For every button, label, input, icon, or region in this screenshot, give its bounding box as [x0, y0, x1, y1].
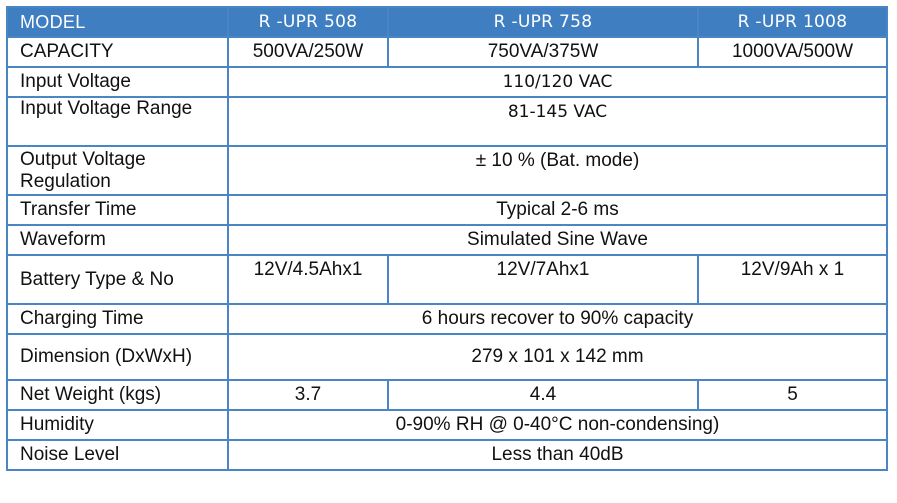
table-row-input-voltage-range: Input Voltage Range 81-145 VAC: [6, 96, 888, 147]
model-header-758: R -UPR 758: [387, 6, 699, 38]
row-label: Output Voltage Regulation: [6, 145, 229, 196]
row-label: Net Weight (kgs): [6, 379, 229, 411]
humidity-value: 0-90% RH @ 0-40°C non-condensing): [227, 409, 888, 441]
row-label: Humidity: [6, 409, 229, 441]
table-row-input-voltage: Input Voltage 110/120 VAC: [6, 66, 888, 98]
table-row-battery: Battery Type & No 12V/4.5Ahx1 12V/7Ahx1 …: [6, 254, 888, 305]
row-label: Input Voltage: [6, 66, 229, 98]
table-body: CAPACITY 500VA/250W 750VA/375W 1000VA/50…: [6, 36, 888, 471]
table-row-waveform: Waveform Simulated Sine Wave: [6, 224, 888, 256]
table-row-output-voltage-regulation: Output Voltage Regulation ± 10 % (Bat. m…: [6, 145, 888, 196]
header-row: MODEL R -UPR 508 R -UPR 758 R -UPR 1008: [6, 6, 888, 38]
table-header: MODEL R -UPR 508 R -UPR 758 R -UPR 1008: [6, 6, 888, 38]
battery-508: 12V/4.5Ahx1: [227, 254, 389, 305]
transfer-time-value: Typical 2-6 ms: [227, 194, 888, 226]
waveform-value: Simulated Sine Wave: [227, 224, 888, 256]
table-row-net-weight: Net Weight (kgs) 3.7 4.4 5: [6, 379, 888, 411]
row-label: Dimension (DxWxH): [6, 333, 229, 381]
capacity-758: 750VA/375W: [387, 36, 699, 68]
net-weight-758: 4.4: [387, 379, 699, 411]
table-row-noise-level: Noise Level Less than 40dB: [6, 439, 888, 471]
ups-spec-table: MODEL R -UPR 508 R -UPR 758 R -UPR 1008 …: [6, 6, 888, 471]
model-header-1008: R -UPR 1008: [697, 6, 888, 38]
input-voltage-range-value: 81-145 VAC: [227, 96, 888, 147]
table-row-capacity: CAPACITY 500VA/250W 750VA/375W 1000VA/50…: [6, 36, 888, 68]
charging-time-value: 6 hours recover to 90% capacity: [227, 303, 888, 335]
dimension-value: 279 x 101 x 142 mm: [227, 333, 888, 381]
net-weight-508: 3.7: [227, 379, 389, 411]
net-weight-1008: 5: [697, 379, 888, 411]
model-header: MODEL: [6, 6, 229, 38]
noise-level-value: Less than 40dB: [227, 439, 888, 471]
row-label: Waveform: [6, 224, 229, 256]
model-header-508: R -UPR 508: [227, 6, 389, 38]
row-label: Battery Type & No: [6, 254, 229, 305]
table-row-dimension: Dimension (DxWxH) 279 x 101 x 142 mm: [6, 333, 888, 381]
row-label: Charging Time: [6, 303, 229, 335]
table-row-charging-time: Charging Time 6 hours recover to 90% cap…: [6, 303, 888, 335]
battery-1008: 12V/9Ah x 1: [697, 254, 888, 305]
output-voltage-regulation-value: ± 10 % (Bat. mode): [227, 145, 888, 196]
row-label: Input Voltage Range: [6, 96, 229, 147]
row-label: Transfer Time: [6, 194, 229, 226]
table-row-transfer-time: Transfer Time Typical 2-6 ms: [6, 194, 888, 226]
capacity-1008: 1000VA/500W: [697, 36, 888, 68]
battery-758: 12V/7Ahx1: [387, 254, 699, 305]
input-voltage-value: 110/120 VAC: [227, 66, 888, 98]
table-row-humidity: Humidity 0-90% RH @ 0-40°C non-condensin…: [6, 409, 888, 441]
row-label: CAPACITY: [6, 36, 229, 68]
capacity-508: 500VA/250W: [227, 36, 389, 68]
row-label: Noise Level: [6, 439, 229, 471]
